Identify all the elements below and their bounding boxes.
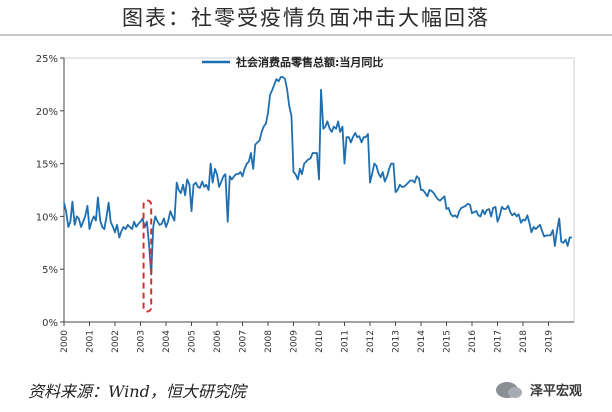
y-tick-label: 10%	[36, 212, 58, 223]
y-tick-label: 0%	[42, 318, 58, 329]
y-tick-label: 20%	[36, 107, 58, 118]
x-tick-label: 2013	[392, 330, 402, 353]
x-tick-label: 2005	[188, 330, 198, 353]
y-tick-label: 25%	[36, 54, 58, 65]
x-tick-label: 2015	[443, 330, 453, 353]
title-bar: 图表：社零受疫情负面冲击大幅回落	[0, 0, 612, 36]
series-line	[63, 76, 572, 276]
page-title: 图表：社零受疫情负面冲击大幅回落	[122, 6, 490, 30]
x-tick-label: 2008	[264, 330, 274, 353]
x-tick-label: 2004	[162, 330, 172, 353]
x-tick-label: 2014	[417, 330, 427, 353]
x-tick-label: 2003	[137, 330, 147, 353]
chart-container: 0% 5% 10% 15% 20% 25% 2000 2001 2002 2003 2004 2005…	[22, 40, 588, 370]
x-tick-label: 2017	[494, 330, 504, 353]
x-tick-label: 2010	[315, 330, 325, 353]
x-tick-label: 2001	[86, 330, 96, 353]
x-tick-label: 2006	[213, 330, 223, 353]
x-tick-label: 2018	[519, 330, 529, 353]
watermark: 泽平宏观	[495, 380, 582, 399]
x-tick-label: 2019	[545, 330, 555, 353]
wechat-icon	[495, 381, 522, 398]
x-tick-label: 2000	[60, 330, 70, 353]
plot-frame	[63, 57, 575, 323]
x-tick-label: 2011	[341, 330, 351, 353]
footer: 资料来源：Wind，恒大研究院 泽平宏观	[0, 372, 612, 412]
x-tick-label: 2007	[239, 330, 249, 353]
watermark-text: 泽平宏观	[529, 384, 582, 399]
x-tick-label: 2002	[111, 330, 121, 353]
x-tick-label: 2009	[290, 330, 300, 353]
x-tick-label: 2012	[366, 330, 376, 353]
x-tick-label: 2016	[468, 330, 478, 353]
legend-label: 社会消费品零售总额:当月同比	[235, 55, 383, 69]
y-tick-label: 5%	[42, 265, 58, 276]
source-note: 资料来源：Wind，恒大研究院	[28, 382, 246, 401]
y-tick-label: 15%	[36, 160, 58, 171]
highlight-box	[142, 199, 153, 313]
line-chart: 0% 5% 10% 15% 20% 25% 2000 2001 2002 2003 2004 2005…	[36, 54, 575, 353]
